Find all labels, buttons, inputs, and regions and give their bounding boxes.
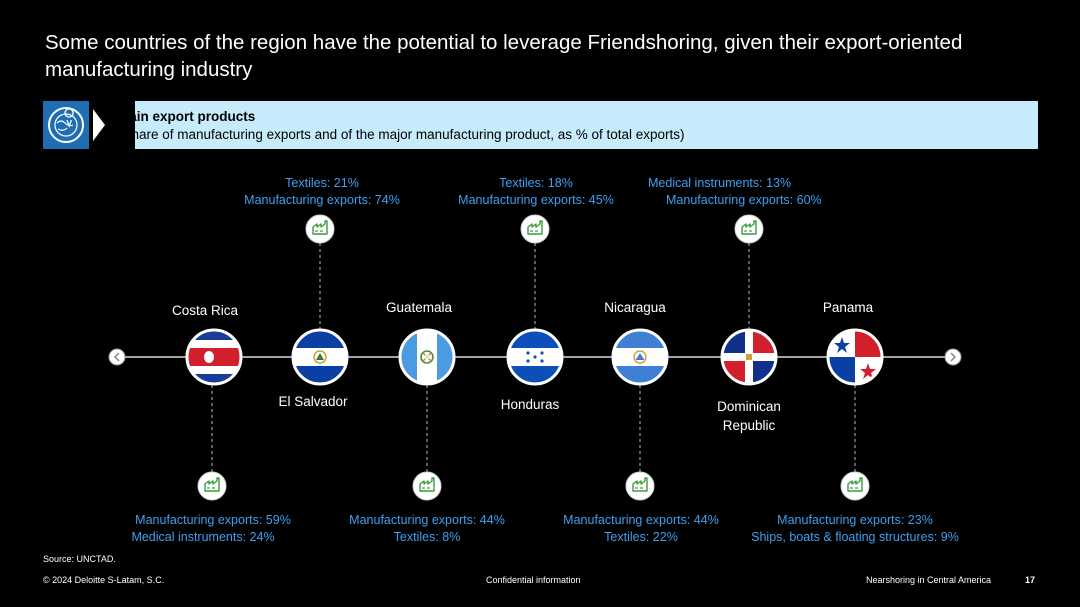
info-line: Manufacturing exports: 44% [563,513,719,527]
info-line: Textiles: 18% [499,176,573,190]
info-line: Ships, boats & floating structures: 9% [751,530,959,544]
flag-dominican-republic [720,328,778,386]
country-label-costa-rica: Costa Rica [171,303,239,318]
country-label-guatemala: Guatemala [385,300,453,315]
factory-icon [412,471,442,501]
country-label-honduras: Honduras [500,397,560,412]
flag-panama [826,328,884,386]
globe-location-icon [43,101,89,149]
info-guatemala: Manufacturing exports: 44% Textiles: 8% [292,512,562,546]
chevron-right-icon[interactable] [944,348,962,366]
country-label-nicaragua: Nicaragua [604,300,666,315]
info-line: Manufacturing exports: 45% [458,193,614,207]
info-line: Medical instruments: 13% [648,176,792,190]
country-label-el-salvador: El Salvador [278,394,348,409]
country-label-dominican-republic: Dominican Republic [674,397,824,435]
info-costa-rica: Manufacturing exports: 59% Medical instr… [78,512,348,546]
flag-guatemala [398,328,456,386]
factory-icon [520,214,550,244]
section-banner: Main export products (Share of manufactu… [43,101,1038,149]
flag-el-salvador [291,328,349,386]
info-dominican-republic: Medical instruments: 13% Manufacturing e… [596,175,866,209]
info-line: Textiles: 22% [604,530,678,544]
flag-costa-rica [185,328,243,386]
chevron-left-icon[interactable] [108,348,126,366]
country-label-line: Dominican [717,399,781,414]
page-number: 17 [1025,575,1036,585]
footer-deck-title: Nearshoring in Central America [866,575,992,585]
info-line: Textiles: 8% [393,530,461,544]
info-line: Manufacturing exports: 60% [666,193,822,207]
country-label-panama: Panama [822,300,874,315]
banner-subheading: (Share of manufacturing exports and of t… [118,127,685,142]
arrow-right-icon [89,101,135,149]
page-title: Some countries of the region have the po… [45,31,963,81]
flag-nicaragua [611,328,669,386]
info-honduras: Textiles: 18% Manufacturing exports: 45% [401,175,671,209]
info-line: Manufacturing exports: 44% [349,513,505,527]
info-line: Manufacturing exports: 74% [244,193,400,207]
info-line: Manufacturing exports: 59% [135,513,291,527]
factory-icon [625,471,655,501]
factory-icon [734,214,764,244]
info-line: Medical instruments: 24% [131,530,275,544]
info-line: Textiles: 21% [285,176,359,190]
info-line: Manufacturing exports: 23% [777,513,933,527]
footer-confidential: Confidential information [486,575,581,585]
country-label-line: Republic [722,418,776,433]
source-note: Source: UNCTAD. [43,554,116,564]
info-nicaragua: Manufacturing exports: 44% Textiles: 22% [506,512,776,546]
info-el-salvador: Textiles: 21% Manufacturing exports: 74% [187,175,457,209]
factory-icon [840,471,870,501]
flag-honduras [506,328,564,386]
factory-icon [197,471,227,501]
banner-heading: Main export products [118,109,256,124]
footer-copyright: © 2024 Deloitte S-Latam, S.C. [43,575,165,585]
info-panama: Manufacturing exports: 23% Ships, boats … [720,512,990,546]
factory-icon [305,214,335,244]
